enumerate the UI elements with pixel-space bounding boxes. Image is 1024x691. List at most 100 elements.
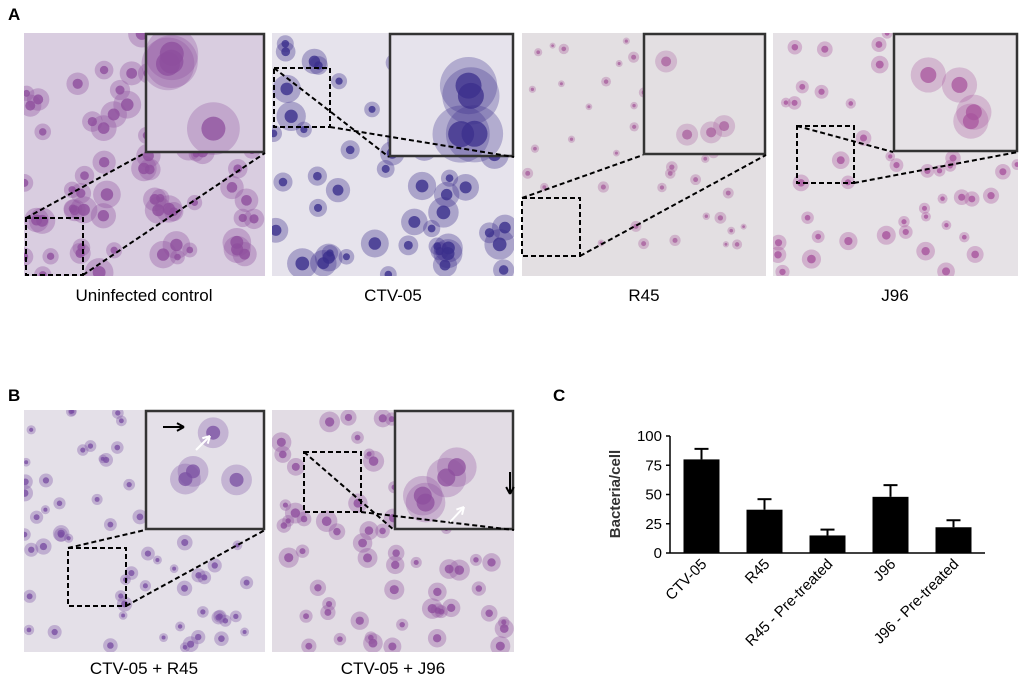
- cell-nucleus: [791, 99, 798, 106]
- zoom-line: [360, 511, 515, 531]
- cell-nucleus: [987, 192, 995, 200]
- cell-nucleus: [844, 236, 853, 246]
- cell-nucleus: [295, 256, 310, 271]
- cell-nucleus: [797, 179, 805, 187]
- cell-nucleus: [72, 78, 83, 89]
- bar: [746, 509, 783, 553]
- zoom-line: [67, 529, 146, 549]
- arrow: [505, 486, 511, 495]
- cell-nucleus: [587, 105, 591, 109]
- cell-nucleus: [46, 252, 55, 260]
- cell-nucleus: [144, 550, 152, 557]
- cell-nucleus: [87, 443, 94, 449]
- cell-nucleus: [97, 122, 110, 134]
- zoom-box: [25, 217, 84, 276]
- cell-nucleus: [669, 164, 675, 170]
- cell-nucleus: [600, 184, 606, 190]
- cell-nucleus: [436, 205, 451, 220]
- cell-nucleus: [115, 410, 121, 416]
- bar: [872, 496, 909, 553]
- cell-nucleus: [321, 516, 332, 527]
- cell-nucleus: [525, 170, 531, 176]
- cell-nucleus: [51, 628, 58, 636]
- cell-nucleus: [187, 640, 195, 648]
- cell-nucleus: [136, 513, 144, 521]
- cell-nucleus: [333, 527, 341, 536]
- cell-nucleus: [632, 124, 637, 129]
- cell-nucleus: [280, 82, 294, 96]
- x-tick-label: R45: [742, 556, 773, 587]
- cell-nucleus: [804, 214, 811, 221]
- caption: CTV-05 + R45: [90, 659, 198, 678]
- cell-nucleus: [774, 239, 783, 247]
- cell-nucleus: [87, 116, 97, 127]
- arrow: [176, 426, 185, 432]
- cell-nucleus: [921, 205, 928, 211]
- cell-nucleus: [239, 248, 251, 260]
- micrograph: [24, 33, 265, 276]
- micrograph: [773, 33, 1018, 276]
- micrograph: [24, 410, 265, 652]
- zoom-line: [521, 154, 644, 199]
- cell-nucleus: [569, 137, 574, 141]
- cell-nucleus: [238, 213, 247, 223]
- cell-nucleus: [821, 45, 829, 53]
- y-tick-label: 100: [637, 428, 662, 445]
- cell-nucleus: [682, 129, 693, 140]
- cell-nucleus: [26, 593, 33, 600]
- cell-nucleus: [438, 608, 445, 615]
- cell-nucleus: [280, 522, 288, 529]
- cell-nucleus: [24, 489, 29, 497]
- cell-nucleus: [107, 521, 114, 528]
- arrow: [195, 435, 211, 451]
- cell-nucleus: [195, 633, 202, 641]
- cell-nucleus: [229, 472, 244, 487]
- micrograph: [272, 33, 514, 276]
- cell-nucleus: [25, 100, 36, 111]
- cell-nucleus: [559, 82, 563, 86]
- cell-nucleus: [501, 619, 507, 625]
- cell-nucleus: [76, 188, 86, 198]
- cell-nucleus: [313, 171, 322, 181]
- cell-nucleus: [121, 613, 126, 618]
- cell-nucleus: [391, 560, 400, 570]
- cell-nucleus: [968, 195, 976, 203]
- cell-nucleus: [724, 242, 728, 246]
- arrow: [202, 435, 211, 440]
- cell-nucleus: [667, 171, 673, 176]
- cell-nucleus: [28, 546, 35, 553]
- cell-nucleus: [66, 536, 71, 541]
- cell-nucleus: [614, 151, 618, 155]
- caption: CTV-05 + J96: [341, 659, 445, 678]
- cell-nucleus: [791, 43, 799, 51]
- caption: Uninfected control: [75, 286, 212, 305]
- y-tick-label: 75: [645, 457, 662, 474]
- cell-nucleus: [358, 538, 367, 548]
- cell-nucleus: [142, 583, 148, 589]
- cell-nucleus: [368, 638, 378, 648]
- zoom-line: [82, 152, 266, 276]
- cell-nucleus: [719, 121, 730, 132]
- cell-nucleus: [222, 617, 229, 624]
- cell-nucleus: [603, 79, 609, 84]
- cell-nucleus: [24, 178, 29, 187]
- cell-nucleus: [324, 417, 335, 427]
- cell-nucleus: [242, 629, 247, 634]
- cell-nucleus: [100, 188, 114, 201]
- cell-nucleus: [461, 120, 488, 147]
- cell-nucleus: [415, 179, 429, 193]
- inset-frame: [393, 409, 515, 531]
- cell-nucleus: [439, 259, 451, 271]
- cell-nucleus: [783, 100, 789, 105]
- cell-nucleus: [447, 458, 466, 477]
- cell-nucleus: [942, 267, 951, 276]
- inset-background: [643, 33, 766, 155]
- cell-nucleus: [427, 603, 437, 614]
- cell-nucleus: [181, 584, 188, 592]
- cell-nucleus: [533, 146, 537, 151]
- x-tick-label: CTV-05: [662, 556, 710, 604]
- cell-nucleus: [875, 60, 884, 69]
- zoom-box: [521, 197, 581, 257]
- cell-nucleus: [901, 219, 907, 225]
- cell-nucleus: [285, 518, 291, 524]
